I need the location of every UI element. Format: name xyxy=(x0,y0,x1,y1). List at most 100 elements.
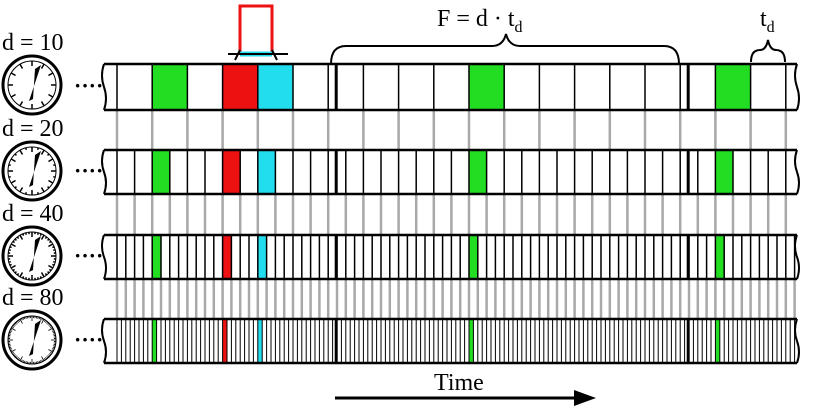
clock-tick xyxy=(8,345,11,347)
clock-tick xyxy=(22,233,25,236)
clock-tick xyxy=(13,354,16,357)
clock-tick xyxy=(53,175,56,178)
highlight-cell-green xyxy=(469,319,474,363)
clock-tick xyxy=(48,354,51,357)
highlight-cell-green xyxy=(152,64,188,110)
clock-tick xyxy=(48,179,54,184)
clock-tick xyxy=(52,246,55,249)
clock-tick xyxy=(16,272,20,276)
clock-tick xyxy=(51,349,54,351)
clock-tick xyxy=(52,330,55,332)
clock-tick xyxy=(53,164,56,167)
row-strip-d10 xyxy=(104,64,797,110)
highlight-cell-green xyxy=(152,150,170,194)
highlight-cell-cyan xyxy=(257,319,263,363)
row-right-edge xyxy=(794,318,800,364)
highlight-cell-green xyxy=(715,150,733,194)
clock-tick xyxy=(47,238,50,241)
clock-tick xyxy=(53,333,56,335)
clock-tick xyxy=(47,271,50,274)
clock-tick xyxy=(53,345,56,347)
clock-tick xyxy=(9,331,12,334)
clock-tick xyxy=(25,277,28,280)
clock-icon xyxy=(1,54,63,116)
clock-tick xyxy=(44,272,48,276)
clock-tick xyxy=(43,358,46,361)
highlight-cell-green xyxy=(469,64,505,110)
clock-tick xyxy=(19,272,24,278)
highlight-cell-green xyxy=(152,235,161,279)
highlight-cell-green xyxy=(469,150,487,194)
clock-tick xyxy=(51,329,54,331)
row-left-edge xyxy=(101,63,107,111)
clock-tick xyxy=(10,93,16,98)
clock-tick xyxy=(25,316,27,319)
clock-tick xyxy=(12,325,15,327)
clock-hand xyxy=(29,236,41,272)
row-label-d80: d = 80 xyxy=(2,285,64,311)
row-label-d20: d = 20 xyxy=(2,116,64,142)
clock-tick xyxy=(9,263,12,266)
clock-tick xyxy=(40,149,45,155)
clock-tick xyxy=(15,321,18,324)
clock-tick xyxy=(10,72,16,77)
highlight-cell-red xyxy=(222,235,232,279)
row-label-d40: d = 40 xyxy=(2,201,64,227)
clock-face xyxy=(1,309,63,371)
highlight-cell-cyan xyxy=(257,150,276,194)
clock-face xyxy=(1,54,63,116)
highlight-cell-cyan xyxy=(257,235,267,279)
clock-tick xyxy=(40,272,45,278)
clock-tick xyxy=(13,323,16,326)
row-right-edge xyxy=(794,234,800,280)
clock-tick xyxy=(10,158,16,163)
clock-tick xyxy=(40,187,45,193)
clock-tick xyxy=(40,317,42,320)
clock-icon xyxy=(1,140,63,202)
td-label: td xyxy=(760,6,775,36)
clock-tick xyxy=(19,101,24,107)
clock-tick xyxy=(48,240,52,244)
clock-tick xyxy=(25,232,28,235)
clock-tick xyxy=(23,317,26,320)
row-right-edge xyxy=(794,149,800,195)
clock-tick xyxy=(49,325,52,327)
row-strip-d40 xyxy=(104,235,797,279)
clock-tick xyxy=(25,192,28,195)
highlight-cell-green xyxy=(715,319,720,363)
row-left-edge xyxy=(101,234,107,280)
clock-tick xyxy=(37,361,39,364)
clock-tick xyxy=(45,320,47,323)
clock-tick xyxy=(48,243,54,248)
clock-tick xyxy=(10,329,13,331)
clock-tick xyxy=(14,322,17,325)
td-brace xyxy=(750,39,786,63)
highlight-cell-green xyxy=(152,319,157,363)
clock-tick xyxy=(41,318,43,321)
row-label-d10: d = 10 xyxy=(2,30,64,56)
clock-tick xyxy=(14,271,17,274)
clock-tick xyxy=(52,348,55,350)
clock-hand xyxy=(29,151,41,187)
highlight-cell-red xyxy=(222,64,258,110)
clock-tick xyxy=(38,317,41,320)
clock-tick xyxy=(38,360,41,363)
clock-tick xyxy=(37,316,39,319)
clock-tick xyxy=(8,260,11,263)
clock-tick xyxy=(8,249,11,252)
clock-hand xyxy=(29,320,41,356)
highlight-cell-red xyxy=(222,150,241,194)
row-left-edge xyxy=(101,318,107,364)
clock-tick xyxy=(17,320,19,323)
row-left-edge xyxy=(101,149,107,195)
clock-tick xyxy=(53,260,56,263)
clock-tick xyxy=(14,153,17,156)
clock-tick xyxy=(14,238,17,241)
clock-tick xyxy=(22,276,25,279)
clock-tick xyxy=(8,333,11,335)
exposure-box xyxy=(238,4,274,54)
clock-tick xyxy=(19,149,24,155)
clock-tick xyxy=(36,147,39,150)
clock-tick xyxy=(10,264,16,269)
clock-tick xyxy=(39,233,42,236)
